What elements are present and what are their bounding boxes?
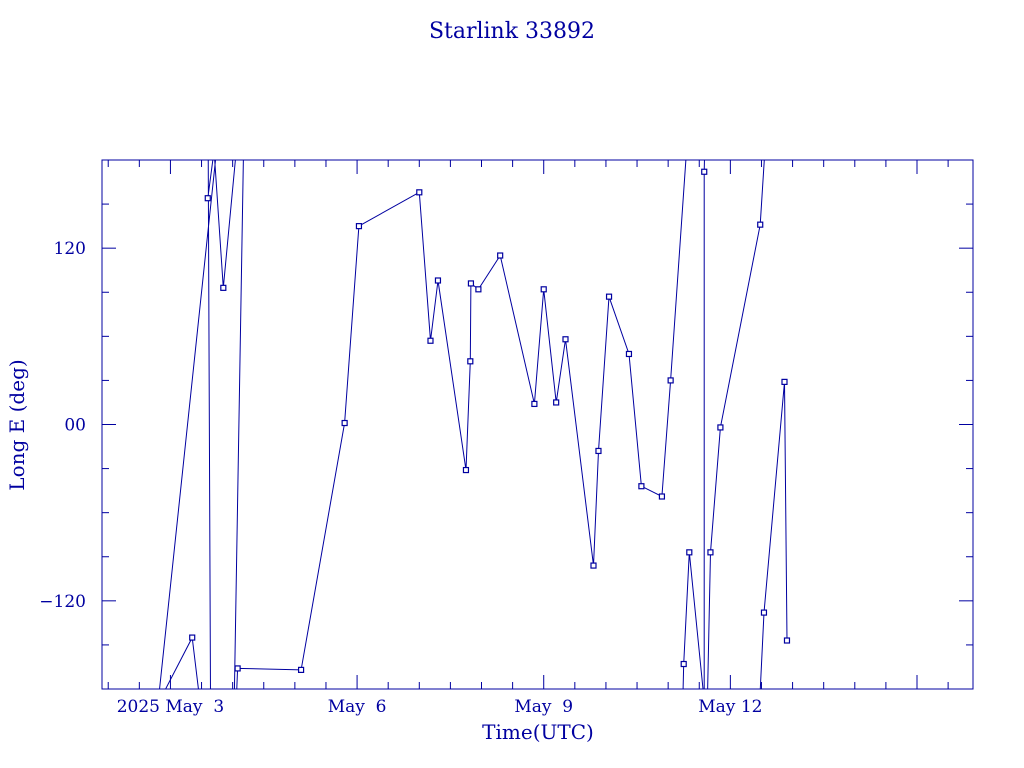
data-point [595,447,602,455]
data-point [590,562,597,569]
series-2 [680,160,708,689]
data-point [467,358,474,365]
data-point [220,284,227,291]
data-point [562,336,569,343]
data-point [783,637,791,644]
data-point [434,277,442,284]
data-point [717,424,724,431]
data-point [540,286,547,293]
data-point [760,609,768,616]
data-point [605,293,613,300]
axis-ticks [102,160,973,689]
data-point [234,665,241,672]
data-point [638,483,645,490]
data-point [531,400,538,408]
series-3 [707,160,765,689]
x-axis-label: Time(UTC) [482,720,594,744]
data-point [189,634,196,641]
data-point [680,660,687,668]
tick-labels: 2025 May 3 May 6 May 9 May 12 −120 00 120 [39,239,762,717]
data-point [416,189,423,196]
data-point [553,399,560,406]
series-line [682,160,705,689]
data-point [707,549,714,556]
data-point [625,350,633,358]
series-layer [159,160,791,689]
y-tick-label: 120 [54,239,86,259]
data-point [781,378,788,385]
data-point [297,666,305,673]
series-line [759,381,788,689]
data-point [497,252,504,259]
data-point [467,280,475,287]
data-point [667,377,674,384]
x-tick-label: May 12 [698,697,762,717]
data-point [686,549,693,556]
data-point [355,223,363,230]
data-point [475,286,482,293]
series-line [159,160,687,689]
data-point [462,466,470,474]
y-tick-label: 00 [64,416,86,436]
data-point [701,168,708,175]
x-tick-label: May 9 [514,697,573,717]
series-1 [159,160,687,689]
data-point [427,337,434,344]
data-point [204,195,211,202]
chart-title: Starlink 33892 [429,19,595,44]
y-tick-label: −120 [39,592,86,612]
plot-frame [101,159,974,690]
x-tick-label: 2025 May 3 [117,697,224,717]
data-point [658,493,666,500]
x-tick-label: May 6 [328,697,387,717]
y-axis-label: Long E (deg) [5,359,29,490]
data-point [341,419,348,427]
data-point [757,221,764,228]
series-4 [759,378,791,689]
